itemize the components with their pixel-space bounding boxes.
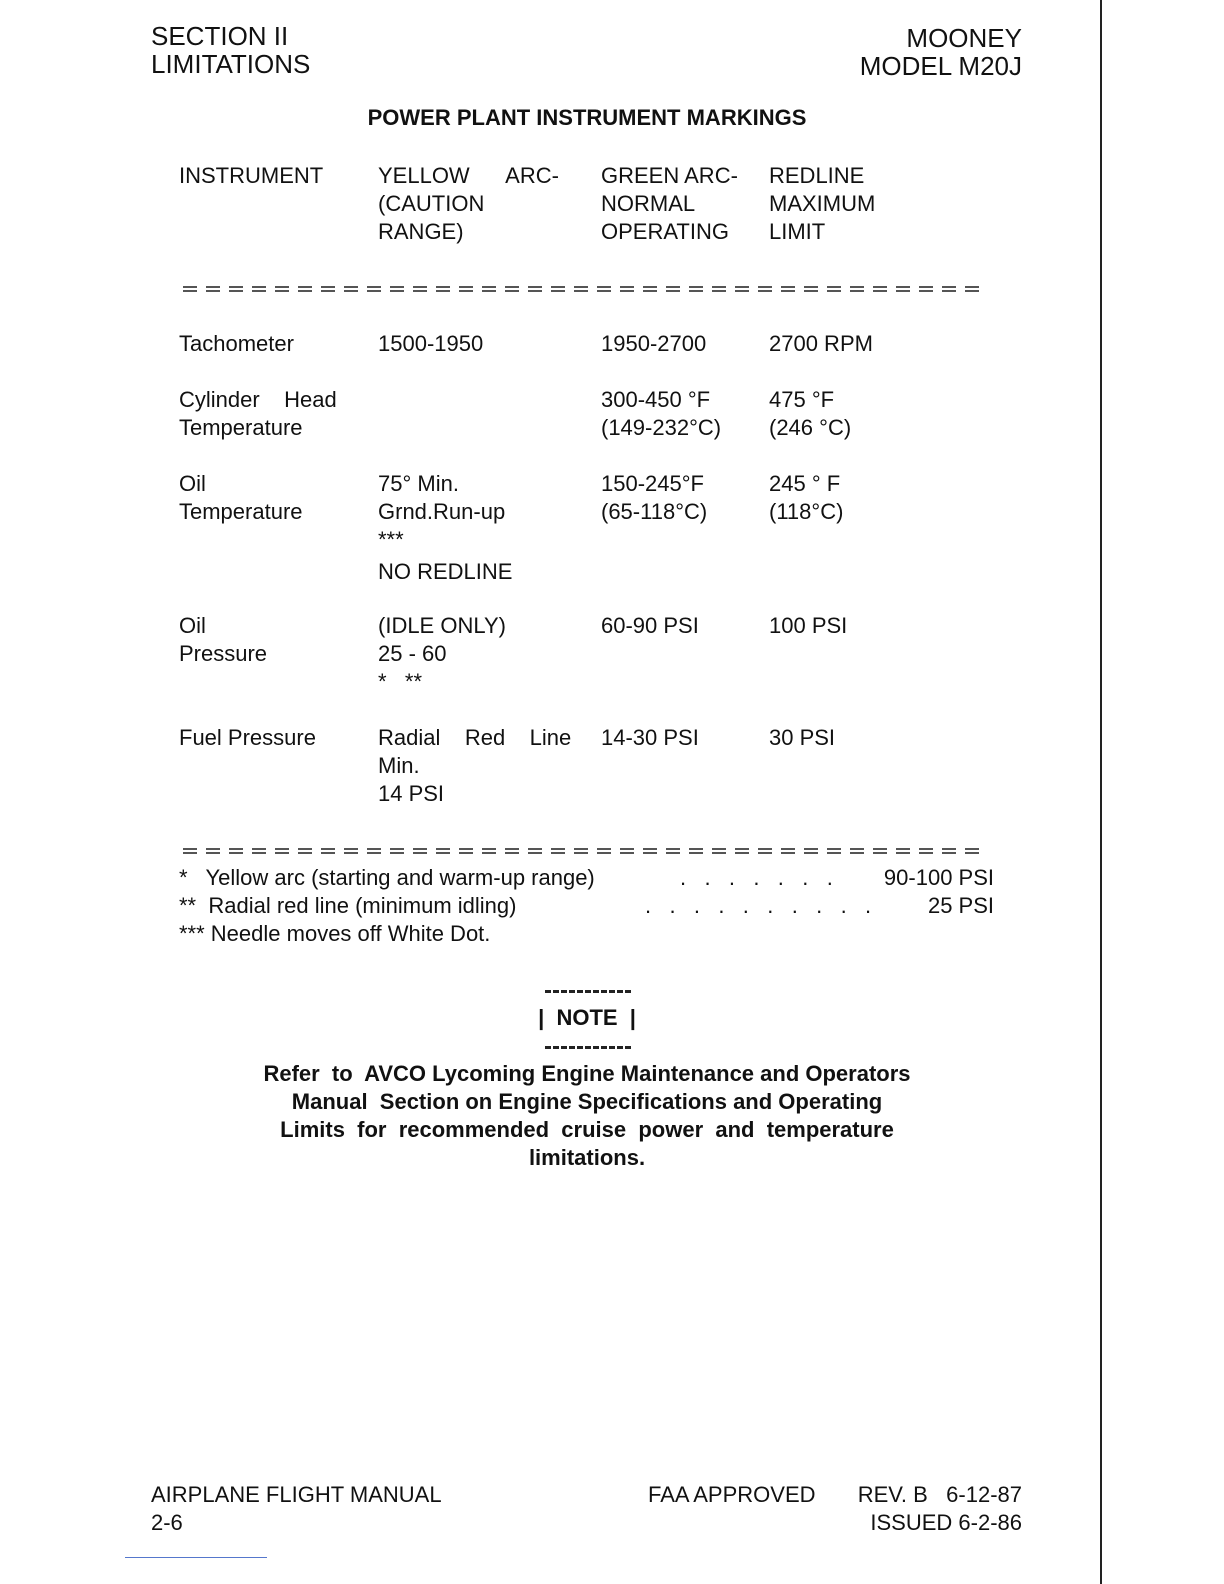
scan-mark [125, 1557, 267, 1558]
cell-green: (65-118°C) [601, 499, 708, 524]
cell-instrument: Oil [179, 471, 206, 496]
column-header: GREEN ARC- [601, 163, 738, 188]
column-header: RANGE) [378, 219, 464, 244]
footnote-leader: . . . . . . . [680, 865, 833, 890]
column-header: YELLOW ARC- [378, 163, 559, 188]
note-rule [545, 1046, 631, 1049]
cell-redline: 100 PSI [769, 613, 848, 638]
cell-yellow: 14 PSI [378, 781, 445, 806]
cell-redline: 30 PSI [769, 725, 836, 750]
column-header: REDLINE [769, 163, 865, 188]
cell-yellow: NO REDLINE [378, 559, 513, 584]
footnote: * Yellow arc (starting and warm-up range… [179, 865, 595, 890]
separator [183, 848, 986, 854]
cell-green: 60-90 PSI [601, 613, 699, 638]
issued-date: ISSUED 6-2-86 [870, 1510, 1022, 1535]
cell-instrument: Temperature [179, 415, 303, 440]
note-line: Refer to AVCO Lycoming Engine Maintenanc… [263, 1061, 911, 1086]
approval: FAA APPROVED [648, 1482, 816, 1507]
note-line: limitations. [528, 1145, 646, 1170]
separator [183, 286, 986, 292]
column-header: LIMIT [769, 219, 826, 244]
cell-redline: 475 °F [769, 387, 835, 412]
cell-yellow: 75° Min. [378, 471, 459, 496]
cell-green: (149-232°C) [601, 415, 722, 440]
manual-title: AIRPLANE FLIGHT MANUAL [151, 1482, 442, 1507]
cell-instrument: Tachometer [179, 331, 294, 356]
column-header: NORMAL [601, 191, 696, 216]
cell-instrument: Fuel Pressure [179, 725, 316, 750]
cell-yellow: * ** [378, 669, 423, 694]
page-edge [1100, 0, 1102, 1584]
manufacturer: MOONEY [906, 23, 1022, 53]
cell-green: 1950-2700 [601, 331, 707, 356]
note-label: | NOTE | [538, 1005, 636, 1030]
footnote-value: 25 PSI [927, 893, 994, 918]
note-rule [545, 990, 631, 993]
section-label: SECTION II [151, 21, 289, 51]
cell-redline: 245 ° F [769, 471, 841, 496]
section-name: LIMITATIONS [151, 49, 311, 79]
page-title: POWER PLANT INSTRUMENT MARKINGS [367, 105, 807, 130]
cell-green: 150-245°F [601, 471, 704, 496]
column-header: OPERATING [601, 219, 729, 244]
cell-green: 300-450 °F [601, 387, 711, 412]
footnote-leader: . . . . . . . . . . [645, 893, 872, 918]
cell-yellow: *** [378, 527, 404, 552]
cell-instrument: Oil [179, 613, 206, 638]
cell-redline: 2700 RPM [769, 331, 873, 356]
cell-redline: (246 °C) [769, 415, 852, 440]
column-header: (CAUTION [378, 191, 485, 216]
note-line: Limits for recommended cruise power and … [280, 1117, 894, 1142]
footnote: ** Radial red line (minimum idling) [179, 893, 517, 918]
column-header: INSTRUMENT [179, 163, 324, 188]
model: MODEL M20J [859, 51, 1022, 81]
cell-green: 14-30 PSI [601, 725, 699, 750]
footnote-value: 90-100 PSI [883, 865, 994, 890]
cell-yellow: Radial Red Line [378, 725, 572, 750]
cell-instrument: Pressure [179, 641, 268, 666]
cell-instrument: Cylinder Head [179, 387, 337, 412]
cell-yellow: Min. [378, 753, 420, 778]
cell-yellow: 1500-1950 [378, 331, 484, 356]
cell-instrument: Temperature [179, 499, 303, 524]
note-line: Manual Section on Engine Specifications … [291, 1089, 883, 1114]
revision: REV. B 6-12-87 [857, 1482, 1022, 1507]
column-header: MAXIMUM [769, 191, 876, 216]
footnote: *** Needle moves off White Dot. [179, 921, 491, 946]
cell-yellow: (IDLE ONLY) [378, 613, 506, 638]
page-number: 2-6 [151, 1510, 183, 1535]
cell-yellow: Grnd.Run-up [378, 499, 506, 524]
cell-redline: (118°C) [769, 499, 844, 524]
cell-yellow: 25 - 60 [378, 641, 447, 666]
